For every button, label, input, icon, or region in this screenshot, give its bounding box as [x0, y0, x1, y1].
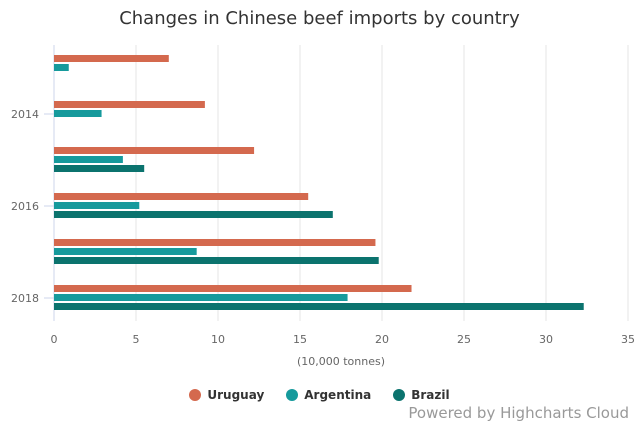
bar-argentina-2016 [54, 202, 140, 209]
x-tick-label: 10 [211, 333, 225, 346]
bar-brazil-2016 [54, 211, 333, 218]
legend-item-uruguay[interactable]: Uruguay [189, 388, 264, 402]
legend-label: Argentina [304, 388, 372, 402]
y-tick-label: 2018 [11, 292, 39, 305]
legend-item-brazil[interactable]: Brazil [393, 388, 450, 402]
bar-uruguay-2018 [54, 285, 412, 292]
chart-title: Changes in Chinese beef imports by count… [119, 8, 520, 29]
legend-marker-icon [393, 389, 406, 401]
bar-argentina-2013 [54, 64, 69, 71]
bar-uruguay-2016 [54, 193, 309, 200]
bar-uruguay-2013 [54, 55, 169, 62]
legend-marker-icon [189, 389, 202, 401]
bar-argentina-2014 [54, 110, 102, 117]
x-tick-label: 25 [457, 333, 471, 346]
bar-uruguay-2014 [54, 101, 205, 108]
legend-label: Brazil [411, 388, 450, 402]
legend-label: Uruguay [207, 388, 265, 402]
x-tick-label: 5 [133, 333, 140, 346]
bar-argentina-2017 [54, 248, 197, 255]
x-axis-title: (10,000 tonnes) [297, 355, 385, 368]
credits-link[interactable]: Powered by Highcharts Cloud [408, 404, 629, 422]
bar-brazil-2018 [54, 303, 584, 310]
bar-argentina-2015 [54, 156, 123, 163]
x-tick-label: 15 [293, 333, 307, 346]
bar-uruguay-2015 [54, 147, 255, 154]
y-tick-label: 2014 [11, 108, 39, 121]
x-tick-label: 35 [621, 333, 635, 346]
y-tick-label: 2016 [11, 200, 39, 213]
bar-brazil-2017 [54, 257, 379, 264]
x-tick-label: 20 [375, 333, 389, 346]
legend: Uruguay Argentina Brazil [0, 388, 639, 402]
bar-uruguay-2017 [54, 239, 376, 246]
bar-argentina-2018 [54, 294, 348, 301]
x-tick-label: 0 [51, 333, 58, 346]
bar-brazil-2015 [54, 165, 145, 172]
legend-marker-icon [286, 389, 299, 401]
legend-item-argentina[interactable]: Argentina [286, 388, 371, 402]
x-tick-label: 30 [539, 333, 553, 346]
